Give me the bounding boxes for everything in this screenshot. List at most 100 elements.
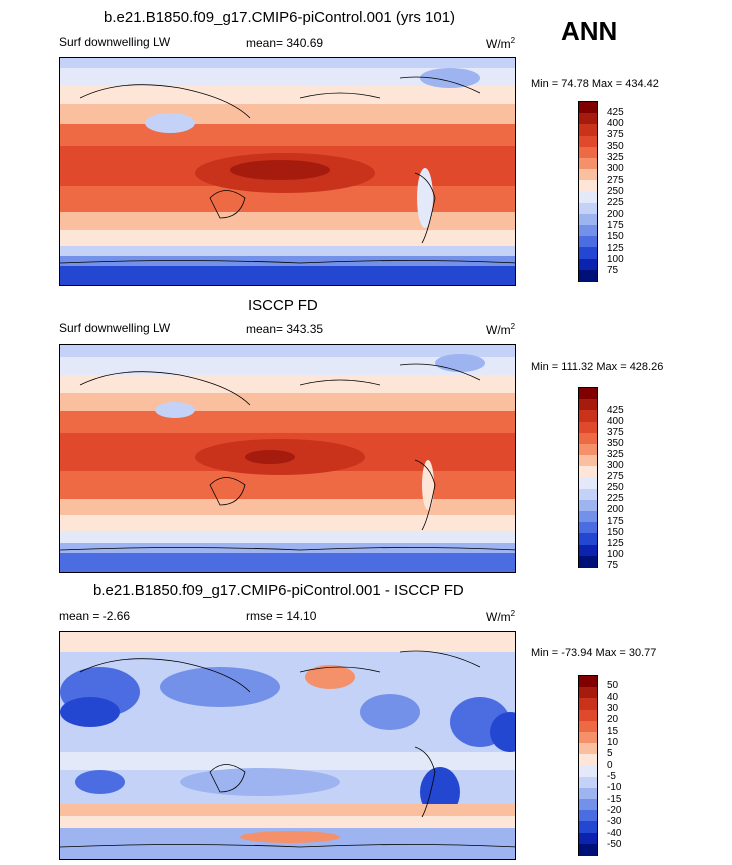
colorbar-swatch	[579, 743, 597, 755]
colorbar-swatch	[579, 821, 597, 834]
panel3-cb-tick: 20	[607, 714, 619, 725]
panel1-mean-label: mean=	[246, 36, 284, 50]
panel3-max-value: 30.77	[628, 647, 657, 659]
colorbar-swatch	[579, 410, 597, 423]
colorbar-swatch	[579, 269, 597, 282]
panel3-cb-tick: 5	[607, 748, 613, 759]
panel3-cb-tick: -10	[607, 782, 622, 793]
panel2-min-label: Min =	[531, 361, 559, 373]
panel3-cb-tick: -50	[607, 839, 622, 850]
panel1-units: W/m2	[486, 36, 515, 51]
panel3-min-value: -73.94	[561, 647, 593, 659]
colorbar-swatch	[579, 135, 597, 148]
panel3-cb-tick: -40	[607, 828, 622, 839]
colorbar-swatch	[579, 202, 597, 215]
panel3-cb-tick: 40	[607, 692, 619, 703]
panel1-min-label: Min =	[531, 78, 559, 90]
colorbar-swatch	[579, 555, 597, 568]
panel1-cb-tick: 75	[607, 265, 619, 276]
panel1-cb-tick: 375	[607, 129, 624, 140]
colorbar-swatch	[579, 832, 597, 845]
panel3-units-sup: 2	[510, 609, 516, 618]
panel1-cb-tick: 300	[607, 163, 624, 174]
colorbar-swatch	[579, 113, 597, 125]
panel3-cb-tick: -20	[607, 805, 622, 816]
colorbar-swatch	[579, 443, 597, 456]
season-label: ANN	[561, 16, 618, 46]
colorbar-swatch	[579, 776, 597, 789]
colorbar-swatch	[579, 388, 597, 400]
panel1-cb-tick: 100	[607, 254, 624, 265]
panel2-mean-value: 343.35	[286, 322, 324, 336]
panel1-map-svg	[60, 58, 515, 285]
panel2-cb-tick: 175	[607, 516, 624, 527]
panel3-title: b.e21.B1850.f09_g17.CMIP6-piControl.001 …	[93, 582, 464, 599]
panel1-variable-label: Surf downwelling LW	[59, 35, 171, 49]
panel1-cb-tick: 225	[607, 197, 624, 208]
panel1-max-value: 434.42	[625, 78, 659, 90]
panel2-colorbar	[578, 387, 598, 568]
panel2-mean: mean= 343.35	[246, 322, 323, 336]
colorbar-swatch	[579, 236, 597, 248]
panel3-colorbar	[578, 675, 598, 856]
panel3-units: W/m2	[486, 609, 515, 624]
colorbar-swatch	[579, 421, 597, 434]
panel2-title: ISCCP FD	[248, 297, 318, 314]
colorbar-swatch	[579, 169, 597, 181]
colorbar-swatch	[579, 146, 597, 159]
colorbar-swatch	[579, 247, 597, 260]
panel3-minmax: Min = -73.94 Max = 30.77	[531, 647, 656, 659]
colorbar-swatch	[579, 102, 597, 114]
panel2-cb-tick: 75	[607, 560, 619, 571]
colorbar-swatch	[579, 544, 597, 557]
panel2-cb-tick: 200	[607, 504, 624, 515]
panel3-mean: mean = -2.66	[59, 609, 130, 623]
colorbar-swatch	[579, 720, 597, 733]
panel2-cb-tick: 250	[607, 482, 624, 493]
panel1-mean-value: 340.69	[286, 36, 324, 50]
panel3-map	[59, 631, 516, 860]
panel1-cb-tick: 275	[607, 175, 624, 186]
colorbar-swatch	[579, 399, 597, 411]
colorbar-swatch	[579, 522, 597, 534]
colorbar-swatch	[579, 180, 597, 192]
colorbar-swatch	[579, 810, 597, 822]
panel1-mean: mean= 340.69	[246, 36, 323, 50]
panel2-max-value: 428.26	[629, 361, 664, 373]
colorbar-swatch	[579, 157, 597, 170]
panel3-map-svg	[60, 632, 515, 859]
panel3-cb-tick: 10	[607, 737, 619, 748]
panel2-units: W/m2	[486, 322, 515, 337]
panel2-minmax: Min = 111.32 Max = 428.26	[531, 361, 663, 373]
panel2-max-label: Max =	[596, 361, 627, 373]
colorbar-swatch	[579, 511, 597, 523]
panel3-cb-tick: -5	[607, 771, 616, 782]
colorbar-swatch	[579, 499, 597, 512]
panel1-cb-tick: 175	[607, 220, 624, 231]
panel3-mean-value: -2.66	[102, 609, 131, 623]
colorbar-swatch	[579, 191, 597, 204]
colorbar-swatch	[579, 676, 597, 688]
colorbar-swatch	[579, 709, 597, 722]
colorbar-swatch	[579, 455, 597, 467]
panel1-colorbar	[578, 101, 598, 282]
panel1-units-sup: 2	[510, 36, 516, 45]
panel2-map	[59, 344, 516, 573]
panel2-cb-tick: 125	[607, 538, 624, 549]
colorbar-swatch	[579, 765, 597, 778]
panel3-units-text: W/m	[486, 610, 511, 624]
colorbar-swatch	[579, 213, 597, 226]
panel3-cb-tick: 0	[607, 760, 613, 771]
panel2-cb-tick: 300	[607, 460, 624, 471]
colorbar-swatch	[579, 843, 597, 856]
panel2-cb-tick: 400	[607, 416, 624, 427]
panel2-cb-tick: 425	[607, 405, 624, 416]
panel1-cb-tick: 350	[607, 141, 624, 152]
panel3-rmse-label: rmse =	[246, 609, 284, 623]
panel2-cb-tick: 325	[607, 449, 624, 460]
panel2-mean-label: mean=	[246, 322, 284, 336]
panel2-cb-tick: 100	[607, 549, 624, 560]
colorbar-swatch	[579, 754, 597, 766]
panel3-cb-tick: 15	[607, 726, 619, 737]
colorbar-swatch	[579, 799, 597, 811]
